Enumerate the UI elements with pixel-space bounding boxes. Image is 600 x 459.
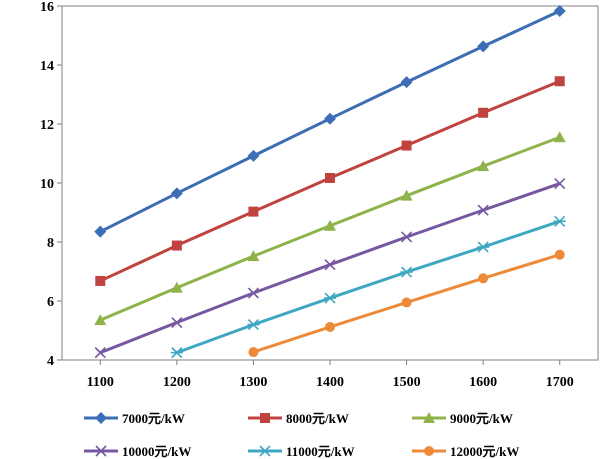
- data-point: [170, 281, 183, 293]
- data-point: [324, 219, 336, 231]
- data-point: [553, 131, 566, 143]
- y-tick-label: 16: [40, 0, 54, 15]
- legend-item: 9000元/kW: [412, 411, 513, 426]
- data-point: [325, 172, 335, 183]
- legend-marker: [95, 412, 107, 424]
- data-point: [400, 266, 413, 278]
- legend-marker: [259, 445, 271, 457]
- data-point: [477, 160, 490, 172]
- legend-label: 9000元/kW: [450, 411, 513, 426]
- data-point: [94, 225, 107, 238]
- data-point: [248, 206, 259, 217]
- x-tick-label: 1400: [316, 375, 344, 390]
- data-point: [247, 149, 260, 162]
- data-point: [478, 273, 489, 284]
- series-0: [94, 5, 566, 238]
- data-point: [554, 178, 566, 190]
- y-tick-label: 4: [47, 354, 54, 369]
- data-point: [401, 140, 412, 151]
- series-line: [176, 219, 561, 355]
- x-tick-label: 1500: [393, 375, 421, 390]
- y-tick-label: 6: [47, 295, 54, 310]
- legend-label: 10000元/kW: [122, 444, 191, 459]
- legend-item: 7000元/kW: [84, 411, 185, 426]
- data-point: [170, 187, 183, 200]
- x-tick-label: 1100: [87, 375, 114, 390]
- data-point: [477, 40, 490, 53]
- legend-marker: [95, 445, 107, 457]
- series-1: [95, 76, 565, 286]
- series-4: [170, 215, 566, 359]
- data-point: [401, 297, 412, 308]
- data-point: [324, 259, 336, 271]
- data-point: [324, 112, 336, 125]
- x-tick-label: 1600: [469, 375, 497, 390]
- data-point: [324, 292, 336, 304]
- legend-item: 11000元/kW: [248, 444, 355, 459]
- legend-marker: [423, 412, 435, 423]
- y-tick-label: 14: [40, 59, 54, 74]
- legend-item: 10000元/kW: [84, 444, 191, 459]
- data-point: [554, 76, 565, 87]
- data-point: [95, 275, 106, 286]
- data-point: [477, 204, 489, 216]
- series-layer: [94, 5, 566, 359]
- y-tick-label: 10: [40, 177, 54, 192]
- data-point: [554, 249, 565, 260]
- data-point: [171, 316, 183, 329]
- data-point: [171, 240, 182, 251]
- legend-label: 12000元/kW: [450, 444, 519, 459]
- data-point: [247, 319, 260, 331]
- data-point: [247, 250, 260, 262]
- series-5: [248, 249, 565, 358]
- legend: 7000元/kW 8000元/kW 9000元/kW 10000元/kW 11000元/…: [84, 411, 519, 459]
- legend-marker: [424, 446, 434, 456]
- y-tick-label: 8: [47, 236, 54, 251]
- data-point: [94, 347, 106, 359]
- legend-item: 8000元/kW: [248, 411, 349, 426]
- y-tick-label: 12: [40, 118, 54, 133]
- legend-label: 11000元/kW: [286, 444, 355, 459]
- data-point: [401, 231, 413, 243]
- x-tick-label: 1300: [239, 375, 267, 390]
- legend-label: 7000元/kW: [122, 411, 185, 426]
- data-point: [553, 5, 566, 18]
- data-point: [478, 107, 489, 118]
- data-point: [248, 347, 259, 358]
- data-point: [400, 189, 413, 201]
- data-point: [94, 314, 107, 326]
- legend-item: 12000元/kW: [412, 444, 519, 459]
- data-point: [325, 321, 335, 332]
- data-point: [170, 347, 183, 359]
- axes: 4 6 8 10 12 14 16 1100 1200 1300 1400 1500 1600 1700: [40, 0, 599, 390]
- x-tick-label: 1200: [163, 375, 191, 390]
- plot-frame: [61, 5, 599, 361]
- legend-marker: [260, 413, 270, 423]
- legend-label: 8000元/kW: [286, 411, 349, 426]
- series-2: [94, 131, 566, 326]
- x-tick-label: 1700: [546, 375, 574, 390]
- data-point: [553, 215, 566, 227]
- data-point: [247, 287, 259, 299]
- series-3: [94, 178, 566, 359]
- data-point: [477, 241, 490, 253]
- data-point: [400, 76, 413, 89]
